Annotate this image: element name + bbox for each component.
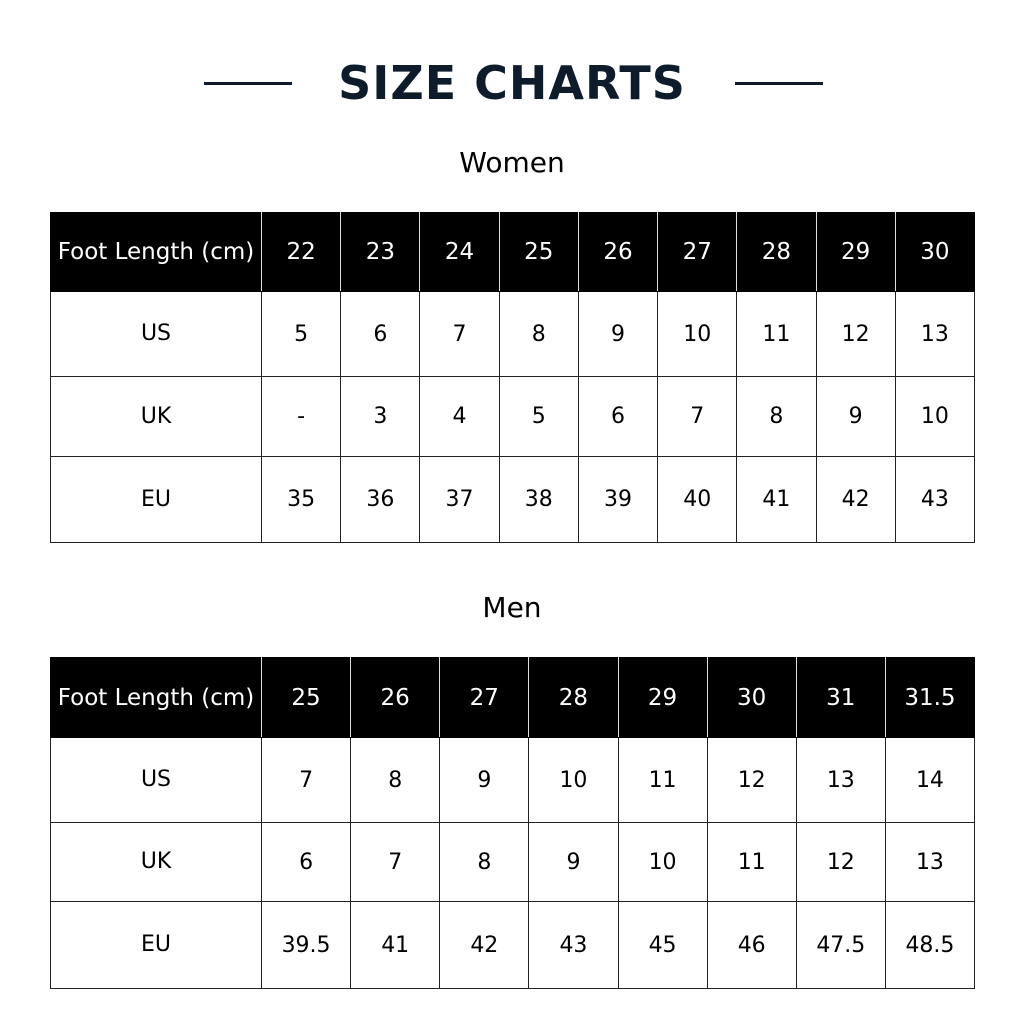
size-cell: 41 <box>350 901 441 989</box>
size-cell: 42 <box>439 901 530 989</box>
size-cell: 8 <box>350 737 441 823</box>
foot-length-cell: 30 <box>894 212 976 292</box>
women-heading: Women <box>459 146 565 179</box>
foot-length-cell: 25 <box>498 212 579 292</box>
header-row: Foot Length (cm) 25 26 27 28 29 30 31 31.5 <box>50 657 976 738</box>
size-cell: 8 <box>439 822 530 902</box>
foot-length-cell: 26 <box>350 657 441 738</box>
row-label: UK <box>50 376 262 457</box>
size-cell: 7 <box>657 376 738 457</box>
size-cell: 35 <box>260 456 342 543</box>
size-cell: 37 <box>419 456 500 543</box>
size-cell: 8 <box>498 291 579 377</box>
size-cell: 11 <box>617 737 708 823</box>
table-row-uk: UK 6 7 8 9 10 11 12 13 <box>50 822 976 902</box>
size-cell: 5 <box>260 291 342 377</box>
size-cell: 14 <box>884 737 976 823</box>
size-cell: 43 <box>528 901 619 989</box>
size-cell: 42 <box>815 456 896 543</box>
title-rule-right <box>735 82 823 85</box>
size-cell: 8 <box>736 376 817 457</box>
men-size-table: Foot Length (cm) 25 26 27 28 29 30 31 31.5 US 7 8 9 1… <box>50 657 976 989</box>
size-cell: 6 <box>340 291 421 377</box>
size-cell: 38 <box>498 456 579 543</box>
header-label: Foot Length (cm) <box>50 212 262 292</box>
table-row-us: US 7 8 9 10 11 12 13 14 <box>50 737 976 823</box>
size-cell: 3 <box>340 376 421 457</box>
foot-length-cell: 31.5 <box>884 657 976 738</box>
size-cell: 5 <box>498 376 579 457</box>
size-cell: 7 <box>260 737 352 823</box>
row-label: UK <box>50 822 262 902</box>
foot-length-cell: 27 <box>657 212 738 292</box>
header-row: Foot Length (cm) 22 23 24 25 26 27 28 29 30 <box>50 212 976 292</box>
page-title: SIZE CHARTS <box>338 56 686 110</box>
size-cell: 43 <box>894 456 976 543</box>
size-cell: 45 <box>617 901 708 989</box>
foot-length-cell: 28 <box>736 212 817 292</box>
size-cell: 9 <box>528 822 619 902</box>
foot-length-cell: 27 <box>439 657 530 738</box>
size-cell: 7 <box>419 291 500 377</box>
men-heading: Men <box>482 591 542 624</box>
size-cell: 13 <box>894 291 976 377</box>
foot-length-cell: 30 <box>706 657 797 738</box>
size-cell: 39.5 <box>260 901 352 989</box>
row-label: EU <box>50 901 262 989</box>
size-cell: 9 <box>577 291 659 377</box>
size-cell: 6 <box>577 376 659 457</box>
foot-length-cell: 31 <box>795 657 886 738</box>
size-cell: 7 <box>350 822 441 902</box>
size-cell: 10 <box>657 291 738 377</box>
foot-length-cell: 22 <box>260 212 342 292</box>
size-cell: 36 <box>340 456 421 543</box>
row-label: US <box>50 737 262 823</box>
table-row-uk: UK -3 4 5 6 7 8 9 10 <box>50 376 976 457</box>
foot-length-cell: 25 <box>260 657 352 738</box>
size-cell: 9 <box>815 376 896 457</box>
size-cell: 12 <box>795 822 886 902</box>
size-cell: 12 <box>706 737 797 823</box>
title-rule-left <box>204 82 292 85</box>
foot-length-cell: 28 <box>528 657 619 738</box>
row-label: US <box>50 291 262 377</box>
size-cell: 10 <box>528 737 619 823</box>
size-cell: 11 <box>706 822 797 902</box>
size-cell: 40 <box>657 456 738 543</box>
table-row-eu: EU 39.5 41 42 43 45 46 47.5 48.5 <box>50 901 976 989</box>
size-cell: 47.5 <box>795 901 886 989</box>
size-cell: 4 <box>419 376 500 457</box>
header-label: Foot Length (cm) <box>50 657 262 738</box>
foot-length-cell: 23 <box>340 212 421 292</box>
foot-length-cell: 26 <box>577 212 659 292</box>
size-cell: 13 <box>884 822 976 902</box>
size-cell: 48.5 <box>884 901 976 989</box>
size-cell: 10 <box>894 376 976 457</box>
size-cell: 10 <box>617 822 708 902</box>
table-row-eu: EU 35 36 37 38 39 40 41 42 43 <box>50 456 976 543</box>
foot-length-cell: 29 <box>815 212 896 292</box>
size-cell: 13 <box>795 737 886 823</box>
foot-length-cell: 24 <box>419 212 500 292</box>
size-cell: - <box>260 376 342 457</box>
size-cell: 46 <box>706 901 797 989</box>
size-cell: 11 <box>736 291 817 377</box>
row-label: EU <box>50 456 262 543</box>
size-cell: 6 <box>260 822 352 902</box>
size-cell: 9 <box>439 737 530 823</box>
size-cell: 41 <box>736 456 817 543</box>
size-cell: 39 <box>577 456 659 543</box>
size-cell: 12 <box>815 291 896 377</box>
foot-length-cell: 29 <box>617 657 708 738</box>
women-size-table: Foot Length (cm) 22 23 24 25 26 27 28 29 30 US 5 6 7 8… <box>50 212 976 543</box>
table-row-us: US 5 6 7 8 9 10 11 12 13 <box>50 291 976 377</box>
